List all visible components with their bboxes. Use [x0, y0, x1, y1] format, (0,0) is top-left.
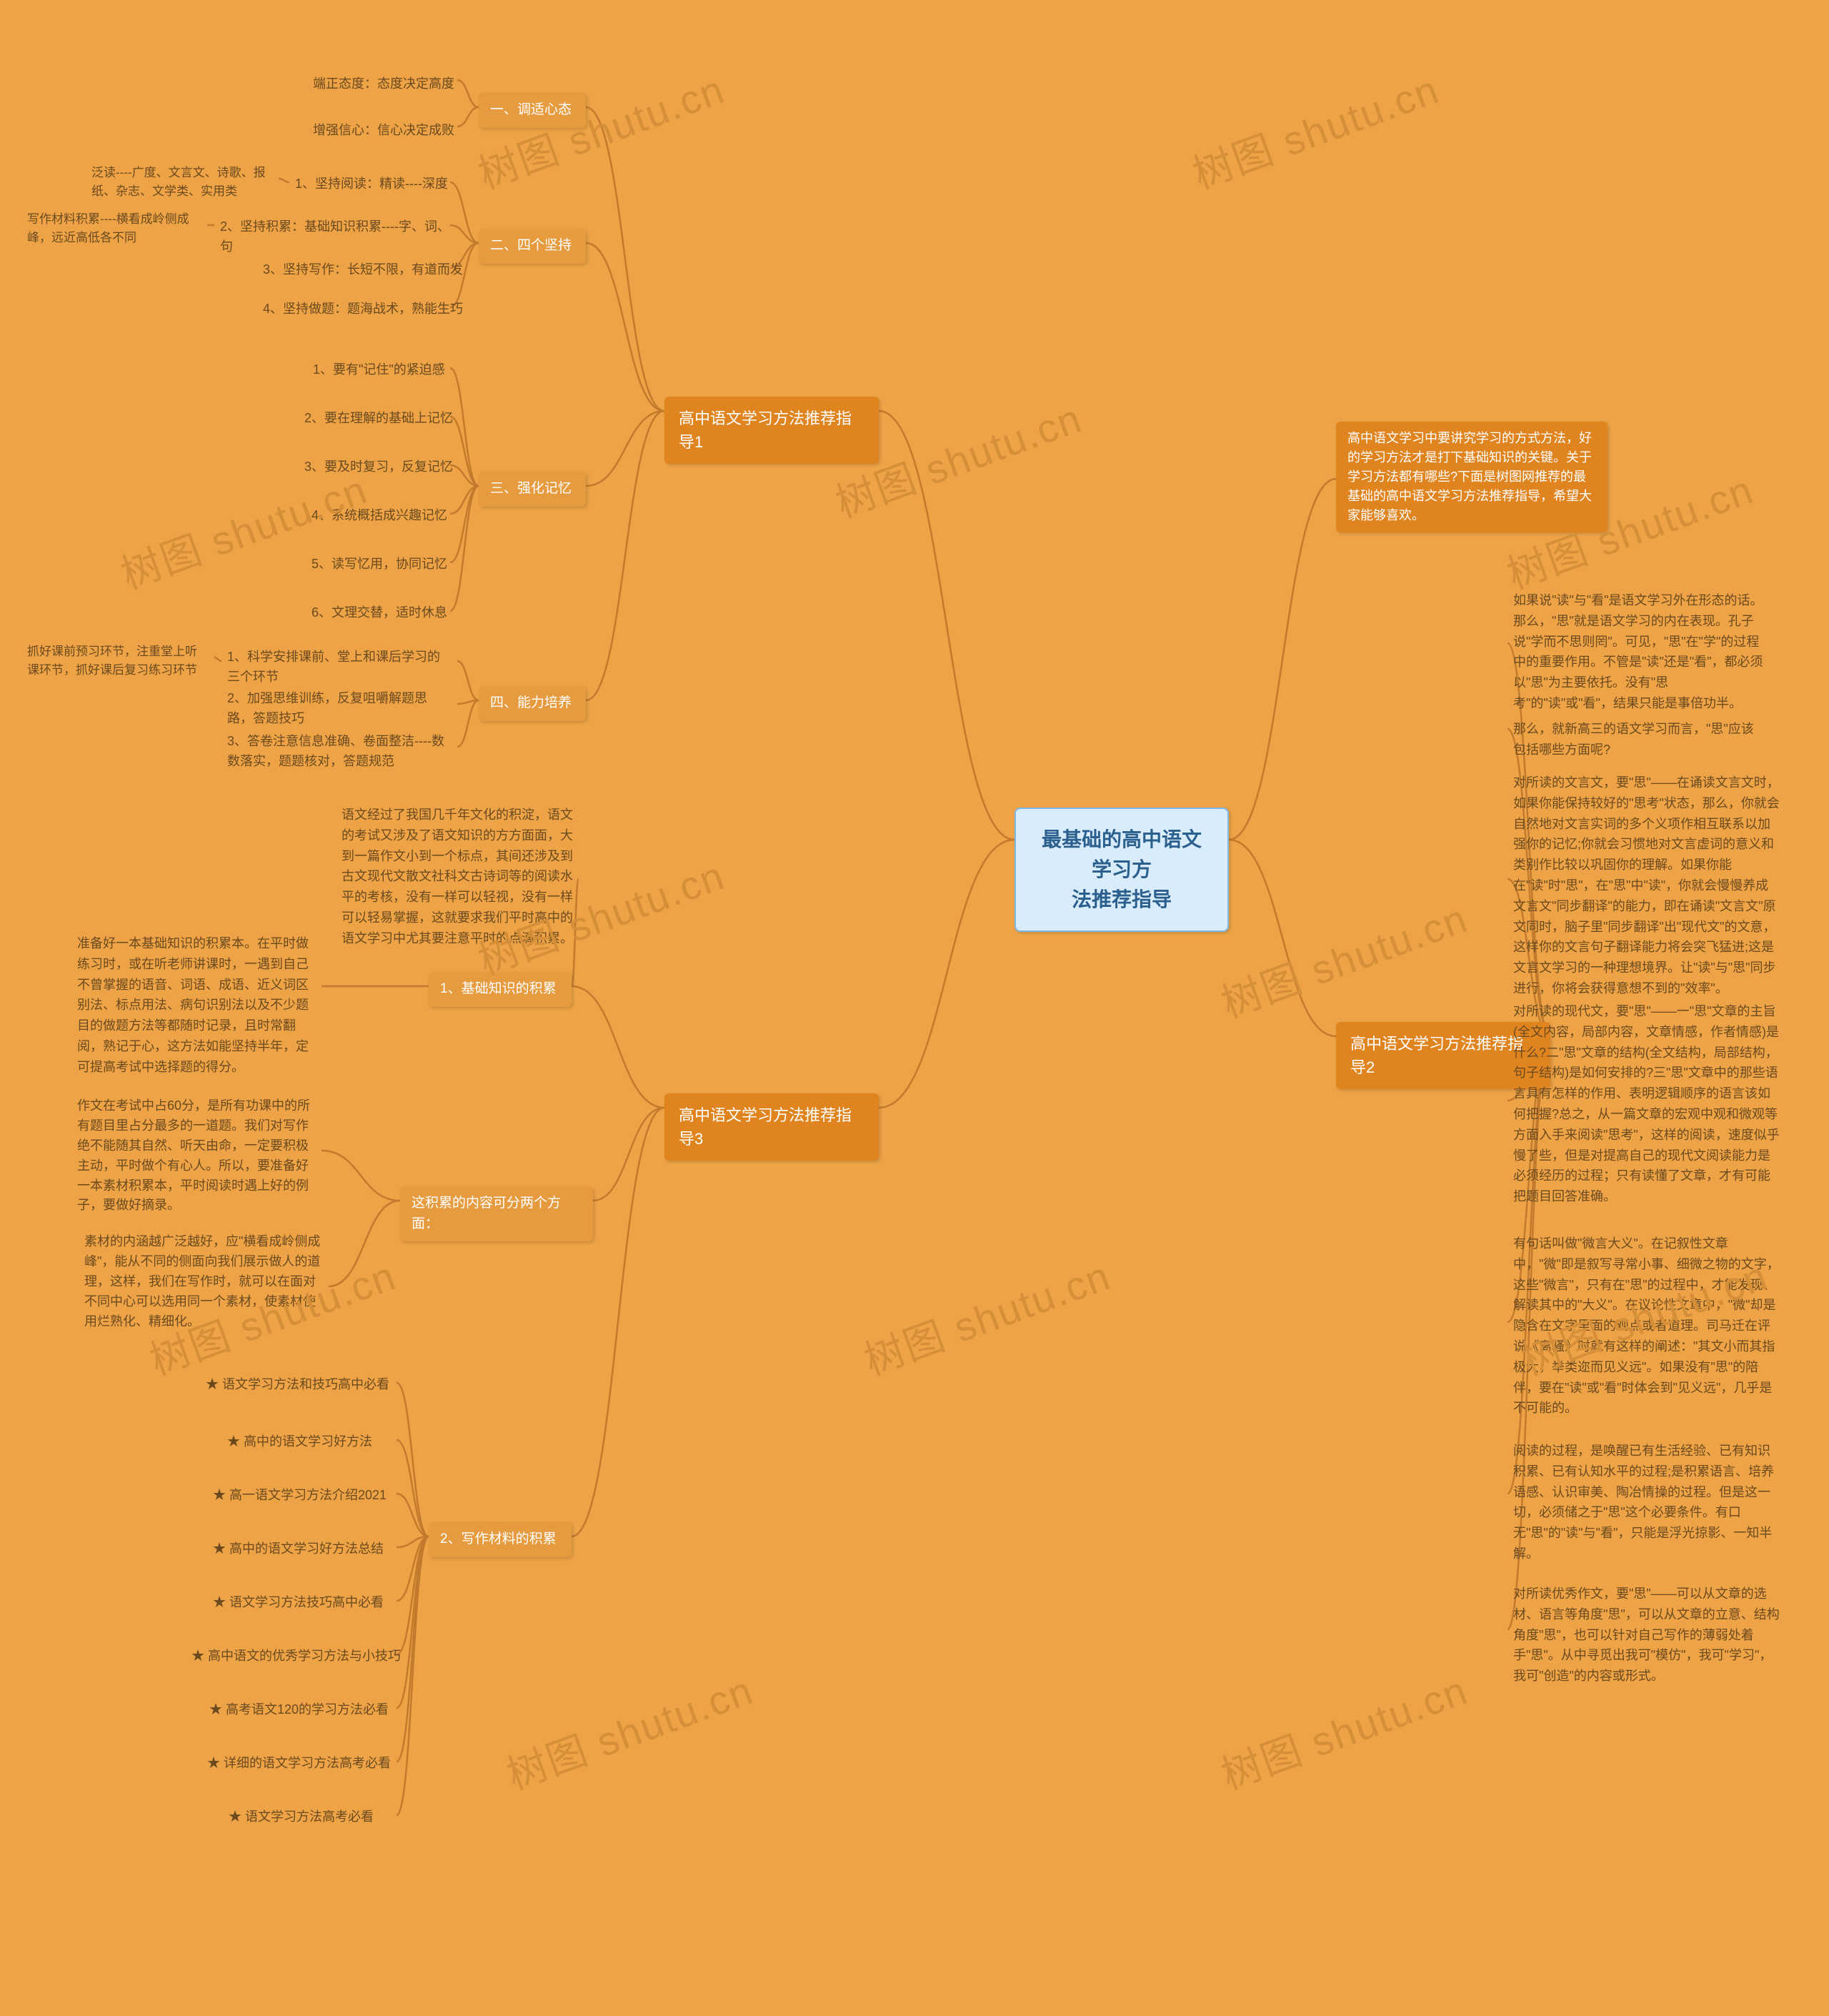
branch-b3[interactable]: 高中语文学习方法推荐指导3: [664, 1093, 879, 1161]
para-b2-1: 那么，就新高三的语文学习而言，"思"应该包括哪些方面呢?: [1507, 715, 1772, 765]
leaf-s1a-0: 端正态度：态度决定高度: [307, 71, 460, 97]
leaf-s1d-0: 1、科学安排课前、堂上和课后学习的三个环节: [221, 645, 457, 690]
intro-box: 高中语文学习中要讲究学习的方式方法，好的学习方法才是打下基础知识的关键。关于学习…: [1336, 422, 1608, 532]
para-b2-0: 如果说"读"与"看"是语文学习外在形态的话。那么，"思"就是语文学习的内在表现。…: [1507, 586, 1772, 718]
link-s3b-5[interactable]: ★ 高中语文的优秀学习方法与小技巧: [186, 1644, 407, 1669]
para-b2-2: 对所读的文言文，要"思"——在诵读文言文时，如果你能保持较好的"思考"状态，那么…: [1507, 768, 1786, 1003]
sub-s1c[interactable]: 三、强化记忆: [479, 472, 586, 507]
leaf-s1d-2: 3、答卷注意信息准确、卷面整洁----数数落实，题题核对，答题规范: [221, 729, 457, 775]
link-s3b-0[interactable]: ★ 语文学习方法和技巧高中必看: [200, 1372, 395, 1398]
leaf-s1b-2: 3、坚持写作：长短不限，有道而发: [257, 257, 469, 283]
leaf-s1b-0: 1、坚持阅读：精读----深度: [289, 172, 454, 197]
leaf-s1b-1: 2、坚持积累：基础知识积累----字、词、句: [214, 214, 457, 260]
sub-s3b[interactable]: 2、写作材料的积累: [429, 1522, 572, 1557]
leaf-s1a-1: 增强信心：信心决定成败: [307, 118, 460, 144]
leaf-s1c-5: 6、文理交替，适时休息: [306, 600, 453, 626]
para-b2-5: 阅读的过程，是唤醒已有生活经验、已有知识积累、已有认知水平的过程;是积累语言、培…: [1507, 1436, 1786, 1569]
leaf-s1d-note-0: 抓好课前预习环节，注重堂上听课环节，抓好课后复习练习环节: [21, 640, 214, 683]
desc-s3a: 准备好一本基础知识的积累本。在平时做练习时，或在听老师讲课时，一遇到自己不曾掌握…: [71, 929, 322, 1082]
branch-b1[interactable]: 高中语文学习方法推荐指导1: [664, 397, 879, 464]
leaf-s3aa-0: 作文在考试中占60分，是所有功课中的所有题目里占分最多的一道题。我们对写作绝不能…: [71, 1093, 322, 1218]
leaf-s1b-note-0: 泛读----广度、文言文、诗歌、报纸、杂志、文学类、实用类: [86, 161, 279, 204]
link-s3b-4[interactable]: ★ 语文学习方法技巧高中必看: [207, 1590, 389, 1616]
para-b2-6: 对所读优秀作文，要"思"——可以从文章的选材、语言等角度"思"，可以从文章的立意…: [1507, 1579, 1786, 1691]
link-s3b-8[interactable]: ★ 语文学习方法高考必看: [223, 1804, 379, 1830]
sub-s3aa[interactable]: 这积累的内容可分两个方面：: [400, 1186, 593, 1241]
root-node[interactable]: 最基础的高中语文学习方 法推荐指导: [1015, 808, 1229, 932]
para-b2-3: 对所读的现代文，要"思"——一"思"文章的主旨(全文内容，局部内容，文章情感，作…: [1507, 997, 1786, 1211]
leaf-s1b-note-1: 写作材料积累----横看成岭侧成峰，远近高低各不同: [21, 207, 207, 251]
sub-s1b[interactable]: 二、四个坚持: [479, 229, 586, 264]
link-s3b-2[interactable]: ★ 高一语文学习方法介绍2021: [207, 1483, 392, 1509]
link-s3b-3[interactable]: ★ 高中的语文学习好方法总结: [207, 1536, 389, 1562]
leaf-s1d-1: 2、加强思维训练，反复咀嚼解题思路，答题技巧: [221, 686, 457, 732]
link-s3b-6[interactable]: ★ 高考语文120的学习方法必看: [204, 1697, 394, 1723]
leaf-s1c-4: 5、读写忆用，协同记忆: [306, 552, 453, 577]
leaf-s1b-3: 4、坚持做题：题海战术，熟能生巧: [257, 297, 469, 322]
link-s3b-1[interactable]: ★ 高中的语文学习好方法: [221, 1429, 378, 1455]
sub-s1d[interactable]: 四、能力培养: [479, 686, 586, 721]
link-s3b-7[interactable]: ★ 详细的语文学习方法高考必看: [201, 1751, 397, 1777]
leaf-s1c-0: 1、要有"记住"的紧迫感: [307, 357, 451, 383]
leaf-s1c-1: 2、要在理解的基础上记忆: [299, 406, 459, 432]
mindmap-canvas: 最基础的高中语文学习方 法推荐指导 高中语文学习中要讲究学习的方式方法，好的学习方…: [0, 0, 1829, 2016]
